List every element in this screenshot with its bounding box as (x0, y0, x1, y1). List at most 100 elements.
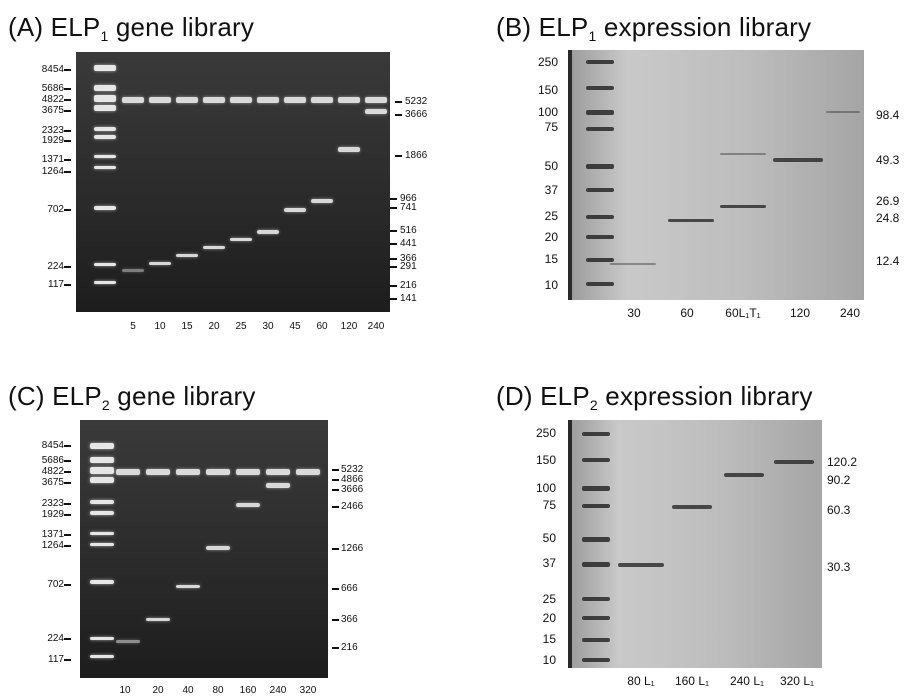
ladder-label: 15 (544, 252, 558, 266)
size-marker: 24.8 (876, 211, 900, 225)
size-marker: 666 (341, 583, 358, 594)
ladder-label: 37 (544, 183, 558, 197)
ladder-label: 117 (48, 654, 64, 665)
lane-label: 30 (262, 321, 274, 332)
size-marker: 49.3 (876, 153, 900, 167)
lane-label: 30 (627, 306, 641, 320)
lane-label: 60 (680, 306, 694, 320)
ladder-label: 8454 (41, 64, 64, 75)
size-marker: 4866 (341, 474, 364, 485)
panel-b-gel-image (568, 50, 864, 300)
ladder-label: 100 (537, 105, 558, 119)
ladder-label: 117 (48, 279, 64, 290)
ladder-label: 1264 (41, 166, 64, 177)
lane-label: 5 (130, 321, 136, 332)
panel-a-title-subscript: 1 (100, 28, 109, 44)
panel-a-gel-image (76, 52, 390, 312)
panel-d-title-prefix: (D) ELP (496, 381, 590, 411)
ladder-label: 1929 (41, 509, 64, 520)
size-marker: 216 (341, 642, 358, 653)
ladder-label: 4822 (41, 94, 64, 105)
lane-label: 60 (316, 321, 328, 332)
panel-c-title: (C) ELP2 gene library (8, 381, 256, 413)
ladder-label: 150 (537, 83, 558, 97)
size-marker: 141 (400, 293, 417, 304)
ladder-label: 15 (542, 632, 556, 646)
ladder-label: 37 (542, 556, 556, 570)
size-marker: 366 (341, 614, 358, 625)
lane-label: 20 (208, 321, 220, 332)
panel-d-gel-image (568, 420, 822, 668)
lane-label: 320 (299, 685, 317, 696)
lane-label: 160 L₁ (674, 674, 710, 688)
lane-label: 10 (154, 321, 166, 332)
size-marker: 26.9 (876, 194, 900, 208)
ladder-label: 8454 (41, 440, 64, 451)
size-marker: 60.3 (827, 503, 851, 517)
ladder-label: 2323 (41, 498, 64, 509)
size-marker: 98.4 (876, 108, 900, 122)
size-marker: 441 (400, 238, 417, 249)
size-marker: 366 (400, 253, 417, 264)
lane-label: 25 (235, 321, 247, 332)
ladder-label: 75 (544, 120, 558, 134)
lane-label: 120 (340, 321, 358, 332)
ladder-label: 25 (542, 592, 556, 606)
size-marker: 516 (400, 225, 417, 236)
ladder-label: 2323 (41, 125, 64, 136)
panel-a-title-suffix: gene library (108, 12, 255, 42)
lane-label: 20 (152, 685, 164, 696)
panel-d-title: (D) ELP2 expression library (496, 381, 813, 413)
ladder-label: 25 (544, 209, 558, 223)
ladder-label: 250 (537, 55, 558, 69)
lane-label: 240 (269, 685, 287, 696)
ladder-label: 10 (542, 653, 556, 667)
ladder-label: 1929 (41, 135, 64, 146)
size-marker: 5232 (341, 464, 364, 475)
panel-b-title: (B) ELP1 expression library (496, 12, 811, 44)
lane-label: 10 (119, 685, 131, 696)
size-marker: 966 (400, 193, 417, 204)
size-marker: 291 (400, 261, 417, 272)
ladder-label: 3675 (41, 105, 64, 116)
ladder-label: 50 (542, 531, 556, 545)
lane-label: 80 (212, 685, 224, 696)
size-marker: 90.2 (827, 473, 851, 487)
lane-label: 160 (239, 685, 257, 696)
size-marker: 741 (400, 202, 417, 213)
ladder-label: 224 (47, 261, 64, 272)
ladder-label: 4822 (41, 466, 64, 477)
lane-label: 240 (367, 321, 385, 332)
lane-label: 45 (289, 321, 301, 332)
lane-label: 240 L₁ (729, 674, 765, 688)
ladder-label: 1371 (41, 529, 64, 540)
ladder-label: 50 (544, 159, 558, 173)
size-marker: 1866 (405, 150, 428, 161)
panel-d-title-suffix: expression library (597, 381, 813, 411)
ladder-label: 5686 (41, 83, 64, 94)
size-marker: 1266 (341, 543, 364, 554)
lane-label: 240 (839, 306, 861, 320)
size-marker: 3666 (341, 484, 364, 495)
panel-a-title-prefix: (A) ELP (8, 12, 101, 42)
ladder-label: 100 (535, 481, 556, 495)
lane-label: 15 (181, 321, 193, 332)
ladder-label: 224 (47, 633, 64, 644)
lane-label: 320 L₁ (779, 674, 815, 688)
size-marker: 216 (400, 280, 417, 291)
lane-label: 80 L₁ (627, 674, 655, 688)
panel-c-title-suffix: gene library (109, 381, 256, 411)
ladder-label: 20 (544, 230, 558, 244)
panel-b-title-suffix: expression library (596, 12, 812, 42)
ladder-label: 702 (47, 579, 64, 590)
size-marker: 12.4 (876, 254, 900, 268)
ladder-label: 702 (47, 204, 64, 215)
panel-c-title-prefix: (C) ELP (8, 381, 102, 411)
size-marker: 5232 (405, 96, 428, 107)
ladder-label: 150 (535, 453, 556, 467)
ladder-label: 10 (544, 278, 558, 292)
size-marker: 3666 (405, 109, 428, 120)
size-marker: 2466 (341, 501, 364, 512)
ladder-label: 1264 (41, 540, 64, 551)
size-marker: 30.3 (827, 560, 851, 574)
